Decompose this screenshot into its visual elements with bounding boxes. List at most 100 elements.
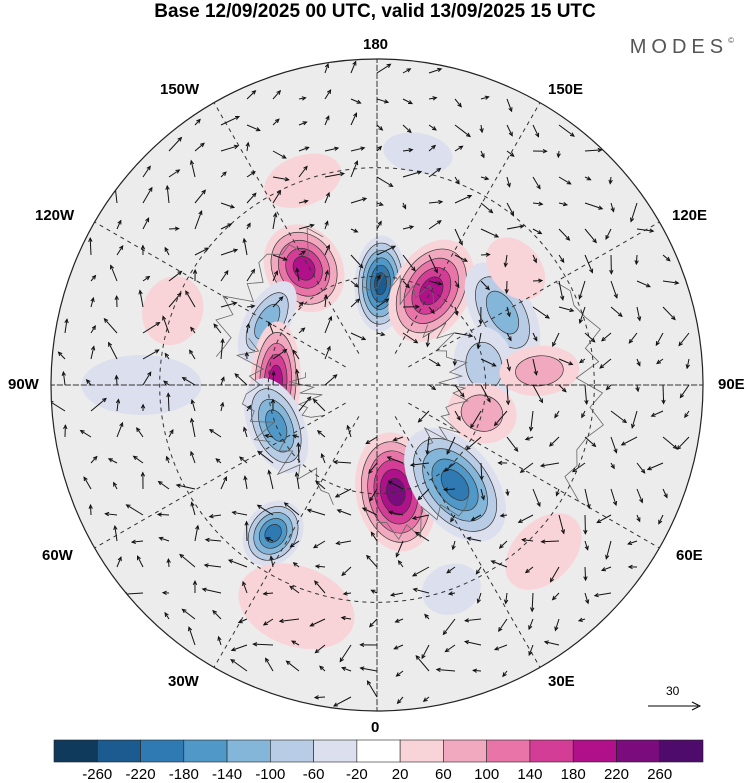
wind-arrow: [402, 280, 410, 289]
wind-arrow: [324, 269, 329, 282]
wind-reference-value: 30: [666, 684, 680, 698]
wind-arrow: [454, 384, 465, 398]
wind-arrow: [402, 124, 412, 134]
wind-arrow: [505, 384, 511, 406]
wind-arrow: [636, 306, 642, 322]
wind-arrow: [472, 668, 482, 673]
wind-arrow: [634, 254, 639, 266]
wind-arrow: [532, 278, 544, 283]
wind-arrow: [85, 379, 92, 386]
wind-arrow: [524, 436, 534, 441]
wind-arrow: [283, 502, 300, 516]
wind-arrow: [298, 96, 307, 101]
wind-arrow: [521, 537, 534, 543]
wind-arrow: [480, 252, 491, 257]
wind-arrow: [164, 611, 170, 620]
colorbar-label: -260: [82, 766, 112, 783]
wind-arrow: [584, 592, 590, 605]
wind-arrow: [394, 618, 404, 623]
wind-arrow: [215, 458, 222, 464]
wind-arrow: [480, 280, 491, 291]
wind-arrow: [524, 566, 534, 574]
anomaly-blob: [238, 563, 355, 650]
colorbar-label: 180: [561, 766, 586, 783]
wind-arrow: [428, 144, 437, 152]
wind-arrow: [336, 509, 352, 516]
wind-arrow: [454, 228, 463, 246]
wind-arrow: [142, 186, 153, 204]
wind-arrow: [324, 171, 346, 178]
meridian: [94, 402, 346, 549]
wind-arrow: [417, 488, 430, 501]
wind-arrow: [584, 176, 592, 181]
wind-arrow: [478, 306, 483, 325]
wind-arrow: [502, 670, 508, 678]
colorbar-swatch: [399, 739, 444, 763]
wind-arrow: [295, 267, 300, 282]
colorbar-swatch: [226, 739, 271, 763]
wind-arrow: [334, 488, 352, 498]
wind-arrow: [376, 331, 386, 337]
wind-arrow: [480, 202, 494, 214]
wind-arrow: [454, 195, 473, 204]
wind-arrow: [290, 640, 300, 646]
wind-arrow: [142, 275, 151, 282]
wind-arrow: [164, 246, 170, 256]
wind-arrow: [650, 410, 664, 417]
wind-arrow: [369, 488, 378, 502]
wind-arrow: [532, 228, 543, 235]
wind-arrow: [558, 228, 571, 241]
coastline: [376, 494, 470, 541]
anomaly-level: [515, 355, 564, 387]
wind-arrow: [220, 248, 239, 256]
wind-arrow: [350, 146, 366, 152]
wind-arrow: [138, 289, 144, 308]
wind-arrow: [324, 89, 332, 100]
wind-arrow: [610, 488, 618, 507]
wind-arrow: [584, 228, 597, 244]
wind-arrow: [366, 554, 378, 568]
wind-arrow: [90, 397, 107, 412]
wind-arrow: [386, 456, 404, 464]
colorbar-label: -180: [169, 766, 199, 783]
wind-arrow: [636, 358, 641, 367]
wind-arrow: [584, 436, 597, 448]
wind-arrow: [90, 345, 96, 360]
wind-arrow: [428, 358, 441, 367]
wind-arrow: [506, 332, 512, 342]
wind-arrow: [194, 210, 203, 230]
meridian: [94, 221, 346, 368]
wind-arrow: [428, 306, 435, 315]
wind-arrow: [324, 315, 333, 334]
wind-arrow: [295, 368, 300, 386]
wind-arrow: [267, 469, 274, 490]
anomaly-blob: [383, 132, 453, 174]
wind-arrow: [188, 626, 196, 646]
wind-arrow: [446, 566, 456, 574]
wind-arrow: [245, 141, 250, 152]
colorbar-label: 220: [604, 766, 629, 783]
wind-arrow: [402, 225, 415, 230]
wind-arrow: [428, 124, 437, 131]
wind-arrow: [231, 510, 248, 516]
wind-arrow: [558, 176, 572, 185]
wind-arrow: [451, 540, 456, 551]
wind-arrow: [324, 63, 330, 74]
wind-arrow: [578, 358, 586, 364]
lon-label-150e: 150E: [548, 81, 584, 98]
anomaly-blob: [499, 345, 580, 396]
wind-reference-arrow: [648, 701, 702, 711]
map-title: Base 12/09/2025 00 UTC, valid 13/09/2025…: [154, 1, 596, 22]
wind-arrow: [324, 191, 330, 204]
colorbar-label: -220: [126, 766, 156, 783]
wind-arrow: [610, 462, 615, 470]
wind-arrow: [480, 228, 500, 238]
wind-arrow: [554, 618, 560, 632]
wind-arrow: [376, 63, 392, 74]
wind-arrow: [540, 539, 560, 544]
wind-arrow: [454, 124, 471, 138]
wind-arrow: [350, 112, 357, 126]
wind-arrow: [116, 421, 124, 438]
colorbar-swatch: [486, 739, 531, 763]
wind-arrow: [190, 501, 196, 516]
